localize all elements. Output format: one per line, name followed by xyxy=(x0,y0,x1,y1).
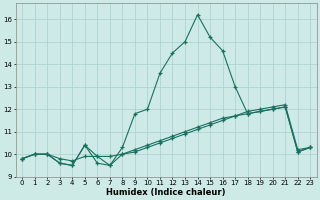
X-axis label: Humidex (Indice chaleur): Humidex (Indice chaleur) xyxy=(107,188,226,197)
